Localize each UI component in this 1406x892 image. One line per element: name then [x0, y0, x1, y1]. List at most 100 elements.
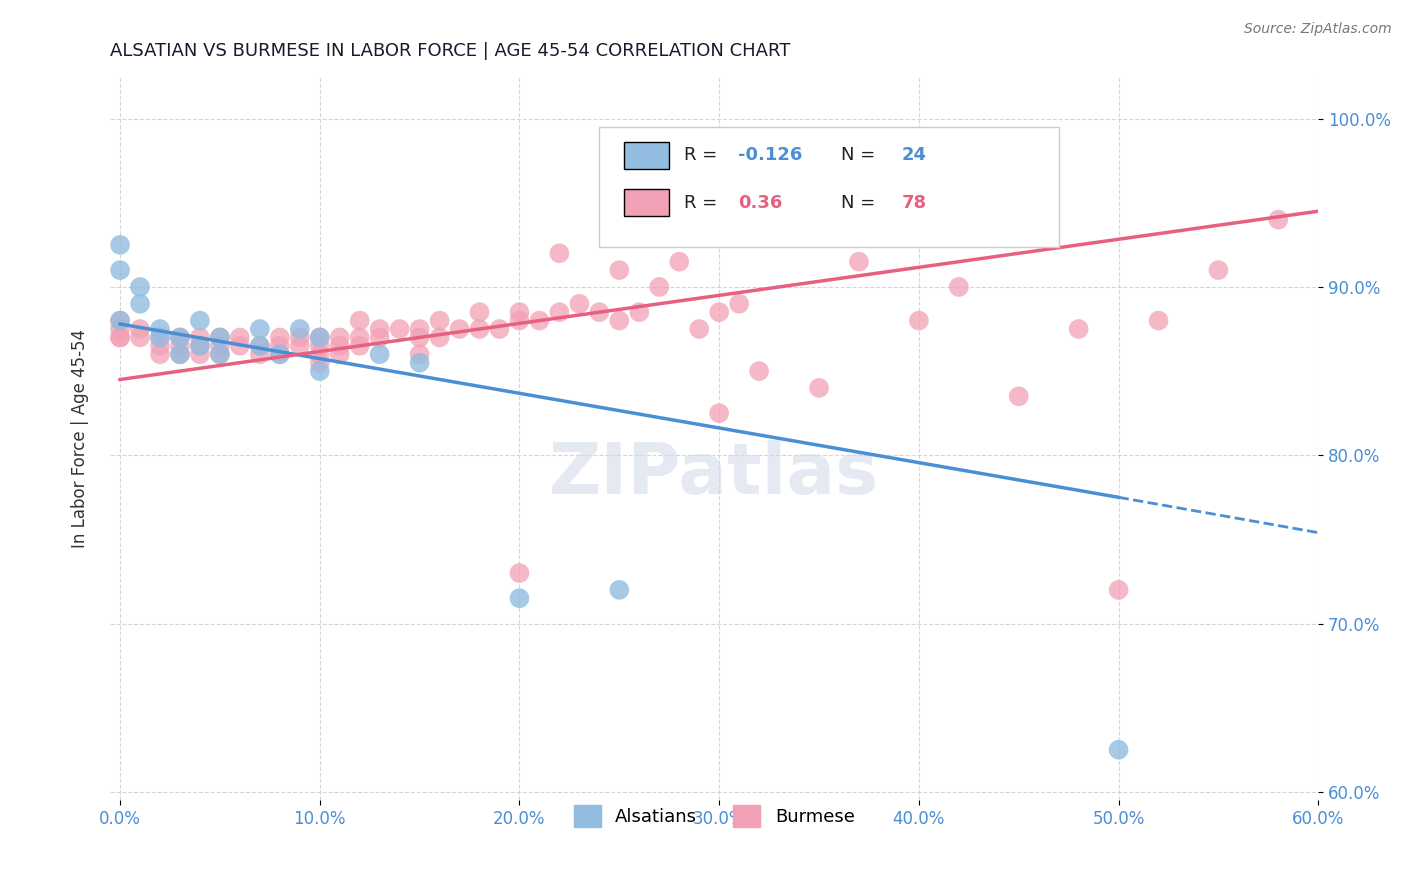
Point	[308, 364, 330, 378]
Text: Source: ZipAtlas.com: Source: ZipAtlas.com	[1244, 22, 1392, 37]
Text: 24: 24	[901, 146, 927, 164]
Point	[288, 322, 311, 336]
Point	[269, 339, 291, 353]
Point	[329, 347, 352, 361]
Point	[707, 406, 730, 420]
Text: ZIPatlas: ZIPatlas	[550, 440, 879, 509]
Point	[607, 263, 630, 277]
Point	[329, 339, 352, 353]
Point	[648, 280, 671, 294]
Legend: Alsatians, Burmese: Alsatians, Burmese	[567, 798, 862, 835]
Point	[508, 591, 530, 606]
Point	[169, 347, 191, 361]
Point	[668, 254, 690, 268]
Point	[308, 330, 330, 344]
Point	[249, 347, 271, 361]
Point	[508, 305, 530, 319]
Point	[108, 238, 131, 252]
Point	[368, 330, 391, 344]
FancyBboxPatch shape	[599, 128, 1059, 247]
Point	[468, 322, 491, 336]
Point	[1267, 212, 1289, 227]
Point	[208, 330, 231, 344]
Point	[169, 330, 191, 344]
Point	[108, 330, 131, 344]
Point	[908, 313, 931, 327]
Point	[1147, 313, 1170, 327]
Point	[169, 339, 191, 353]
Point	[429, 330, 451, 344]
Point	[808, 381, 831, 395]
Point	[368, 347, 391, 361]
Point	[707, 305, 730, 319]
Point	[249, 339, 271, 353]
Y-axis label: In Labor Force | Age 45-54: In Labor Force | Age 45-54	[72, 329, 89, 548]
Point	[108, 330, 131, 344]
Text: N =: N =	[841, 194, 876, 211]
Point	[129, 322, 152, 336]
Text: -0.126: -0.126	[738, 146, 803, 164]
Point	[408, 356, 430, 370]
Point	[208, 330, 231, 344]
Point	[188, 339, 211, 353]
Point	[368, 322, 391, 336]
Point	[508, 313, 530, 327]
Point	[329, 330, 352, 344]
Point	[468, 305, 491, 319]
Point	[149, 330, 172, 344]
Point	[588, 305, 610, 319]
Point	[607, 313, 630, 327]
Point	[607, 582, 630, 597]
Point	[188, 347, 211, 361]
Point	[308, 330, 330, 344]
Point	[269, 330, 291, 344]
Point	[688, 322, 710, 336]
Point	[548, 305, 571, 319]
Point	[408, 330, 430, 344]
Point	[948, 280, 970, 294]
Point	[188, 330, 211, 344]
Point	[108, 313, 131, 327]
Point	[308, 339, 330, 353]
Point	[149, 347, 172, 361]
Text: R =: R =	[683, 194, 717, 211]
Point	[208, 347, 231, 361]
Point	[129, 280, 152, 294]
Point	[848, 254, 870, 268]
Point	[1008, 389, 1031, 403]
Point	[748, 364, 770, 378]
Point	[288, 330, 311, 344]
Point	[269, 347, 291, 361]
FancyBboxPatch shape	[623, 189, 669, 216]
Point	[308, 356, 330, 370]
Point	[249, 339, 271, 353]
Point	[1067, 322, 1090, 336]
Point	[188, 313, 211, 327]
Point	[1108, 582, 1130, 597]
Point	[1108, 743, 1130, 757]
Point	[129, 297, 152, 311]
Point	[408, 322, 430, 336]
Point	[628, 305, 651, 319]
Point	[508, 566, 530, 580]
Point	[269, 347, 291, 361]
Point	[529, 313, 551, 327]
Text: 78: 78	[901, 194, 927, 211]
Point	[488, 322, 510, 336]
FancyBboxPatch shape	[623, 142, 669, 169]
Point	[108, 263, 131, 277]
Point	[129, 330, 152, 344]
Point	[208, 339, 231, 353]
Point	[188, 339, 211, 353]
Point	[169, 330, 191, 344]
Point	[349, 313, 371, 327]
Point	[349, 330, 371, 344]
Point	[1208, 263, 1230, 277]
Point	[429, 313, 451, 327]
Text: N =: N =	[841, 146, 876, 164]
Point	[388, 322, 411, 336]
Point	[349, 339, 371, 353]
Point	[308, 347, 330, 361]
Point	[208, 347, 231, 361]
Point	[548, 246, 571, 260]
